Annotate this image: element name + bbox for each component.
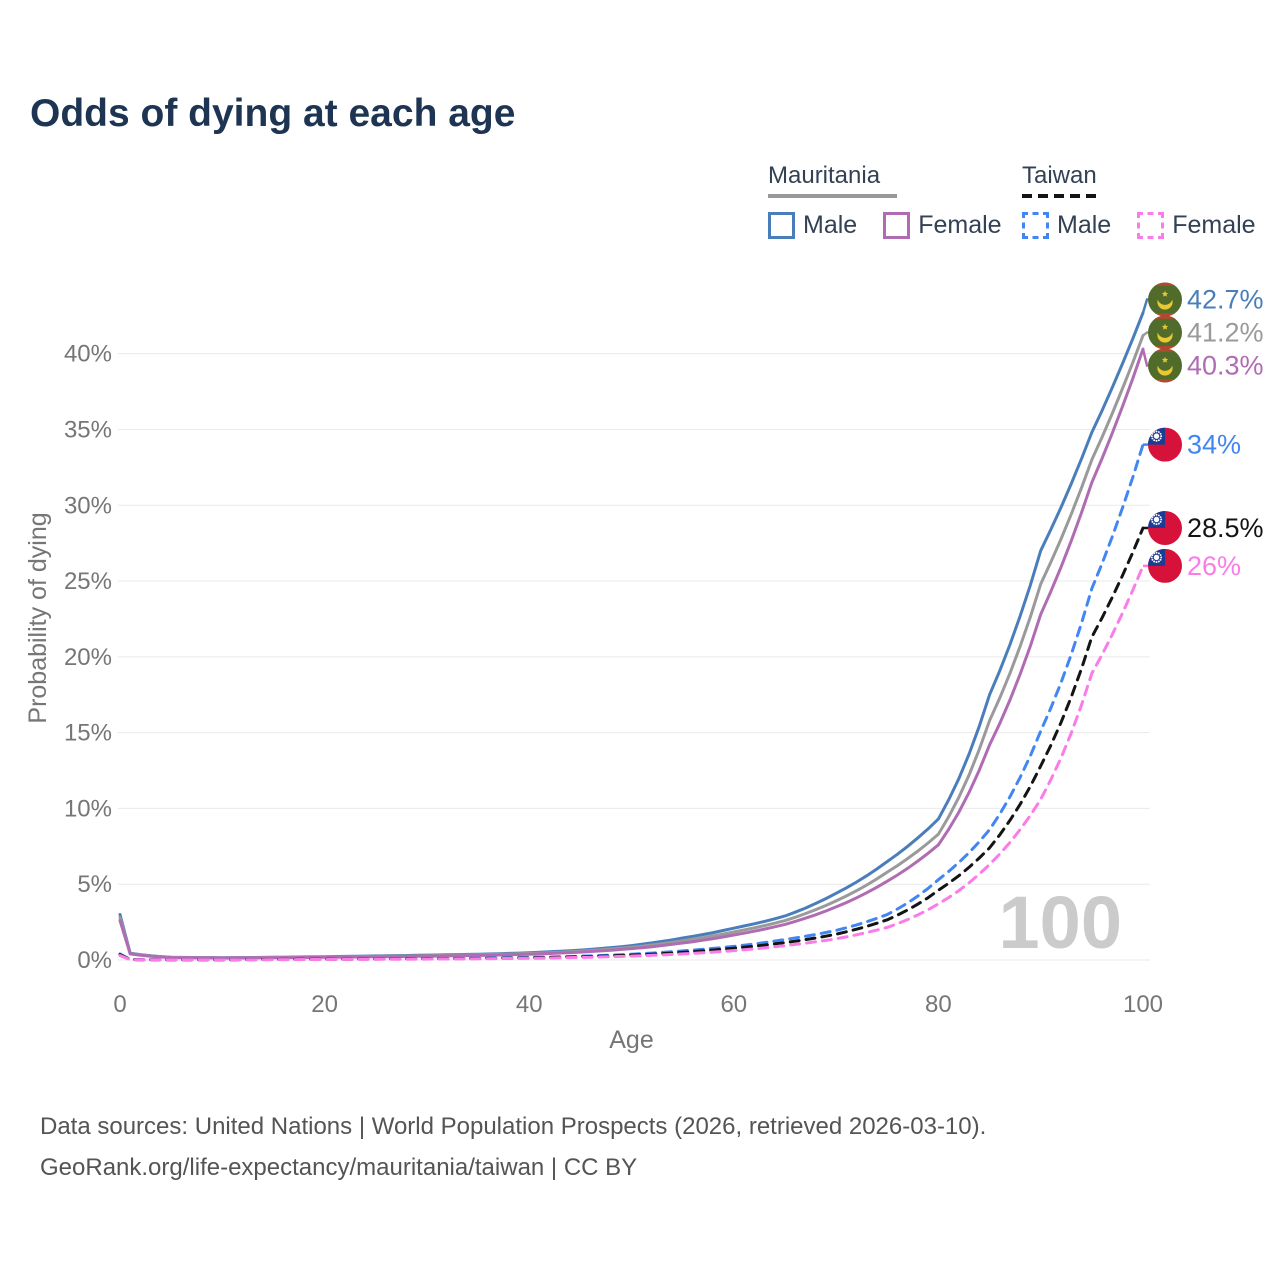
- label-connector: [1141, 298, 1149, 314]
- y-tick-label: 5%: [77, 871, 112, 898]
- x-tick-label: 100: [1123, 991, 1163, 1018]
- legend-label-taiwan-male: Male: [1057, 211, 1112, 239]
- x-tick-label: 40: [516, 991, 543, 1018]
- legend-line-sample-mauritania: [768, 194, 897, 198]
- legend-item-taiwan-female[interactable]: Female: [1137, 211, 1256, 240]
- legend-label-mauritania-female: Female: [918, 211, 1002, 239]
- legend-group-taiwan: Taiwan Male Female: [1022, 162, 1256, 240]
- taiwan-flag-icon: [1148, 510, 1182, 545]
- curve-mauritania-both-sexes: [118, 334, 1145, 960]
- end-value-label-mauritania-male: 42.7%: [1187, 284, 1264, 314]
- mauritania-flag-icon: [1148, 315, 1182, 350]
- y-tick-label: 40%: [64, 341, 112, 368]
- legend-group-title-taiwan: Taiwan: [1022, 162, 1097, 189]
- legend-checkbox-mauritania-male[interactable]: [768, 212, 795, 239]
- x-axis-title: Age: [609, 1026, 653, 1054]
- legend-label-taiwan-female: Female: [1172, 211, 1256, 239]
- axes: 0% 5% 10% 15% 20% 25% 30% 35% 40% 0 20 40 60 80 100 Age…: [24, 341, 1163, 1054]
- x-tick-label: 80: [925, 991, 952, 1018]
- y-tick-label: 10%: [64, 795, 112, 822]
- gridlines: [118, 353, 1150, 961]
- y-tick-label: 15%: [64, 720, 112, 747]
- end-value-label-taiwan-male: 34%: [1187, 430, 1241, 460]
- legend-group-title-mauritania: Mauritania: [768, 162, 881, 189]
- footer: Data sources: United Nations | World Pop…: [40, 1106, 986, 1188]
- curve-mauritania-female: [118, 347, 1145, 960]
- end-value-label-taiwan-both-sexes: 28.5%: [1187, 513, 1264, 543]
- x-tick-label: 20: [311, 991, 338, 1018]
- y-tick-label: 25%: [64, 568, 112, 595]
- mauritania-flag-icon: [1148, 282, 1182, 317]
- curve-taiwan-female: [118, 564, 1145, 962]
- y-tick-label: 0%: [77, 947, 112, 974]
- legend-item-taiwan-male[interactable]: Male: [1022, 211, 1111, 240]
- legend-checkbox-taiwan-male[interactable]: [1022, 212, 1049, 239]
- end-labels: 42.7%41.2%40.3% 34% 28.5% 26%: [1141, 282, 1264, 583]
- page-title: Odds of dying at each age: [30, 92, 516, 135]
- end-value-label-mauritania-female: 40.3%: [1187, 350, 1264, 380]
- y-tick-label: 35%: [64, 416, 112, 443]
- label-connector: [1141, 348, 1149, 367]
- y-tick-label: 20%: [64, 644, 112, 671]
- mauritania-flag-icon: [1148, 348, 1182, 383]
- curve-taiwan-male: [118, 443, 1145, 962]
- footer-attribution: GeoRank.org/life-expectancy/mauritania/t…: [40, 1154, 638, 1181]
- curves: [118, 311, 1145, 962]
- x-tick-label: 60: [720, 991, 747, 1018]
- legend-checkbox-taiwan-female[interactable]: [1137, 212, 1165, 239]
- y-tick-label: 30%: [64, 492, 112, 519]
- taiwan-flag-icon: [1148, 427, 1182, 462]
- legend-label-mauritania-male: Male: [803, 211, 858, 239]
- taiwan-flag-icon: [1148, 548, 1182, 583]
- legend-checkbox-mauritania-female[interactable]: [883, 212, 911, 239]
- curve-mauritania-male: [118, 311, 1145, 960]
- legend: Mauritania Male Female Taiwan Male: [0, 162, 1280, 242]
- legend-group-mauritania: Mauritania Male Female: [768, 162, 1002, 240]
- legend-item-mauritania-female[interactable]: Female: [883, 211, 1002, 240]
- y-axis-title: Probability of dying: [24, 512, 52, 723]
- legend-line-sample-taiwan: [1022, 194, 1100, 198]
- end-value-label-taiwan-female: 26%: [1187, 551, 1241, 581]
- x-tick-label: 0: [113, 991, 126, 1018]
- age-watermark: 100: [999, 881, 1122, 964]
- footer-data-sources: Data sources: United Nations | World Pop…: [40, 1113, 987, 1140]
- legend-item-mauritania-male[interactable]: Male: [768, 211, 857, 240]
- end-value-label-mauritania-both-sexes: 41.2%: [1187, 317, 1264, 347]
